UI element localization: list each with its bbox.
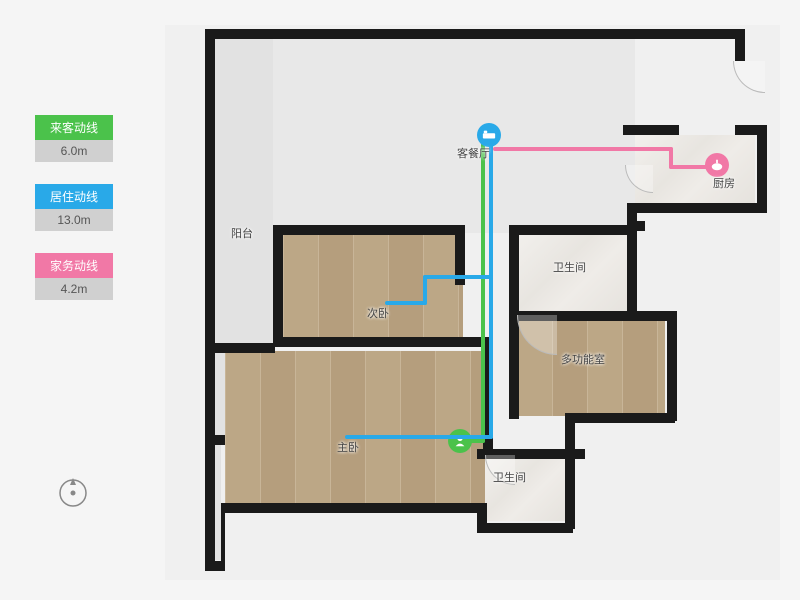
wall	[205, 29, 745, 39]
room-kitchen	[635, 135, 755, 205]
wall	[273, 225, 465, 235]
room-label: 客餐厅	[457, 145, 490, 161]
wall	[477, 523, 573, 533]
legend-value: 4.2m	[35, 278, 113, 300]
door-arc	[733, 61, 765, 93]
legend-value: 13.0m	[35, 209, 113, 231]
path-housework	[493, 147, 673, 151]
marker-living-icon	[477, 123, 501, 147]
wall	[735, 125, 765, 135]
legend-item-housework: 家务动线 4.2m	[35, 253, 113, 300]
room-label: 卫生间	[553, 259, 586, 275]
legend-label: 居住动线	[35, 184, 113, 209]
wall	[509, 225, 633, 235]
wall	[757, 125, 767, 207]
marker-housework-icon	[705, 153, 729, 177]
path-living	[489, 143, 493, 439]
wall	[215, 343, 275, 353]
room-label: 厨房	[713, 175, 735, 191]
legend-item-living: 居住动线 13.0m	[35, 184, 113, 231]
wall	[627, 203, 767, 213]
wall	[205, 29, 215, 569]
legend-label: 家务动线	[35, 253, 113, 278]
path-living	[385, 301, 427, 305]
floorplan: 阳台客餐厅厨房次卧卫生间多功能室主卧卫生间	[165, 25, 780, 580]
legend: 来客动线 6.0m 居住动线 13.0m 家务动线 4.2m	[35, 115, 113, 322]
room-label: 多功能室	[561, 351, 605, 367]
legend-value: 6.0m	[35, 140, 113, 162]
marker-guest-icon	[448, 429, 472, 453]
path-guest	[481, 143, 485, 443]
wall	[221, 503, 485, 513]
wall	[215, 435, 225, 445]
wall	[565, 413, 675, 423]
path-living	[345, 435, 493, 439]
wall	[273, 225, 283, 345]
wall	[627, 221, 637, 317]
room-label: 次卧	[367, 305, 389, 321]
room-label: 卫生间	[493, 469, 526, 485]
room-label: 阳台	[231, 225, 253, 241]
room-living	[273, 37, 635, 233]
wall	[565, 449, 575, 529]
wall	[273, 337, 493, 347]
wall	[667, 311, 677, 421]
compass-icon	[55, 475, 91, 516]
room-master	[225, 351, 485, 511]
legend-item-guest: 来客动线 6.0m	[35, 115, 113, 162]
room-label: 主卧	[337, 439, 359, 455]
path-housework	[669, 165, 709, 169]
wall	[735, 29, 745, 61]
path-living	[423, 275, 493, 279]
room-bedroom2	[283, 233, 463, 338]
legend-label: 来客动线	[35, 115, 113, 140]
wall	[623, 125, 679, 135]
